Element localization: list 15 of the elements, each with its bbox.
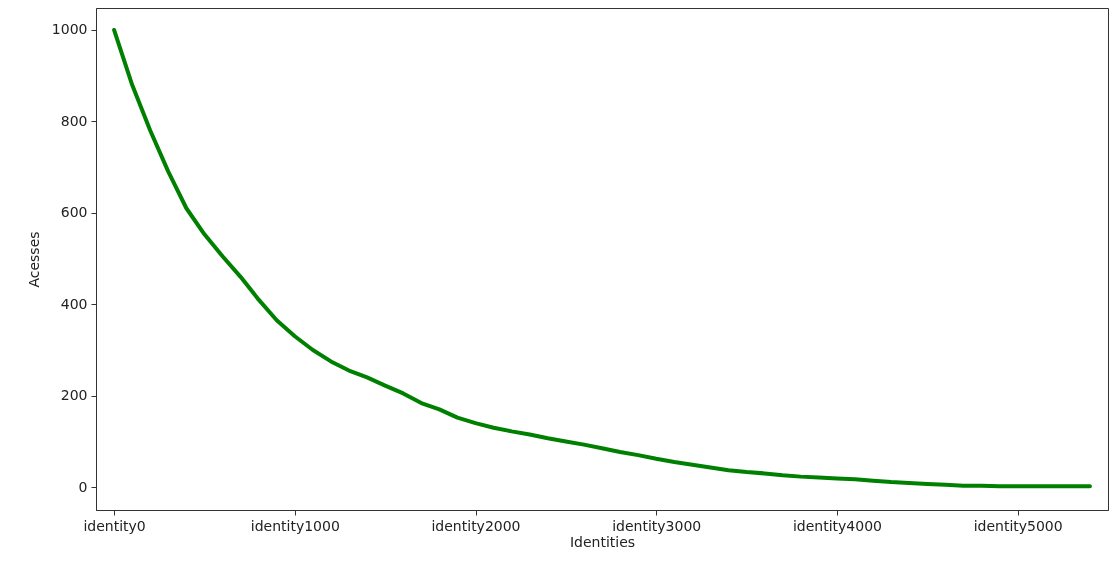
y-tick-label: 600 (60, 204, 88, 221)
x-tick-label: identity2000 (431, 517, 521, 534)
x-axis-title: Identities (569, 533, 636, 550)
x-tick-label: identity0 (83, 517, 146, 534)
x-tick-label: identity4000 (792, 517, 882, 534)
y-axis-title: Acesses (25, 231, 42, 288)
y-tick-label: 200 (60, 387, 88, 404)
x-tick-label: identity3000 (612, 517, 702, 534)
y-tick-label: 800 (60, 112, 88, 129)
line-series (112, 27, 1092, 489)
x-tick-label: identity5000 (973, 517, 1063, 534)
y-tick-label: 400 (60, 295, 88, 312)
x-tick-label: identity1000 (250, 517, 340, 534)
y-tick-label: 0 (78, 478, 88, 495)
y-tick-label: 1000 (51, 21, 88, 38)
